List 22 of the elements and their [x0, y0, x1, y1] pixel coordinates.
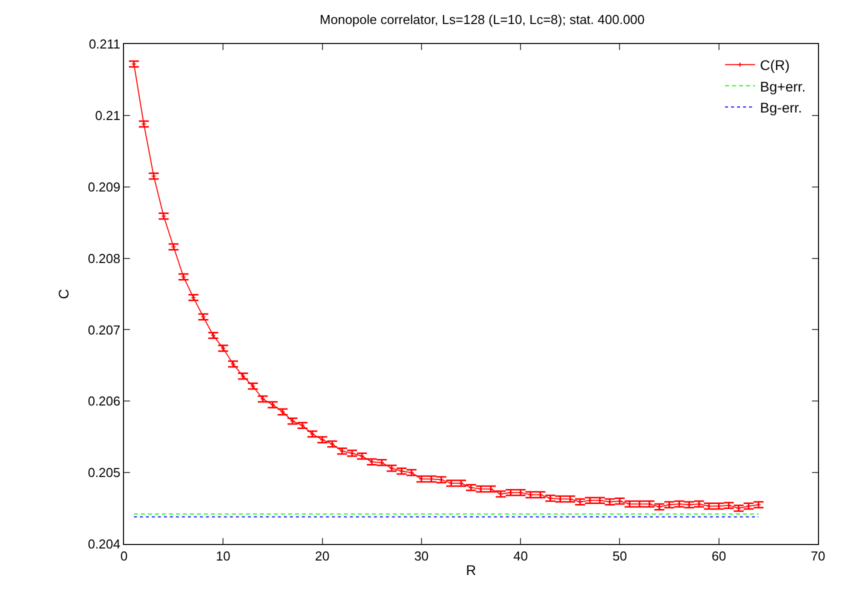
legend-label: Bg+err.: [760, 78, 806, 94]
y-tick-label: 0.204: [88, 536, 120, 552]
y-tick-label: 0.211: [88, 36, 120, 52]
x-tick-label: 30: [414, 548, 429, 564]
x-tick-label: 60: [712, 548, 726, 564]
x-tick-label: 50: [612, 548, 627, 564]
y-tick-label: 0.21: [95, 108, 120, 123]
y-tick-label: 0.207: [88, 322, 120, 338]
x-tick-label: 70: [810, 548, 826, 564]
x-tick-label: 20: [315, 548, 330, 564]
y-tick-label: 0.205: [88, 465, 120, 480]
x-tick-label: 0: [120, 548, 128, 564]
x-tick-label: 10: [216, 548, 230, 564]
y-axis-title: C: [55, 288, 72, 300]
chart-title: Monopole correlator, Ls=128 (L=10, Lc=8); stat. 400.000: [320, 12, 645, 27]
legend-label: Bg-err.: [760, 99, 802, 116]
y-tick-label: 0.206: [88, 394, 120, 409]
legend-label: C(R): [760, 57, 790, 74]
x-tick-label: 40: [513, 548, 528, 564]
x-axis-title: R: [466, 562, 476, 578]
y-tick-label: 0.208: [88, 250, 120, 266]
y-tick-label: 0.209: [88, 179, 120, 194]
